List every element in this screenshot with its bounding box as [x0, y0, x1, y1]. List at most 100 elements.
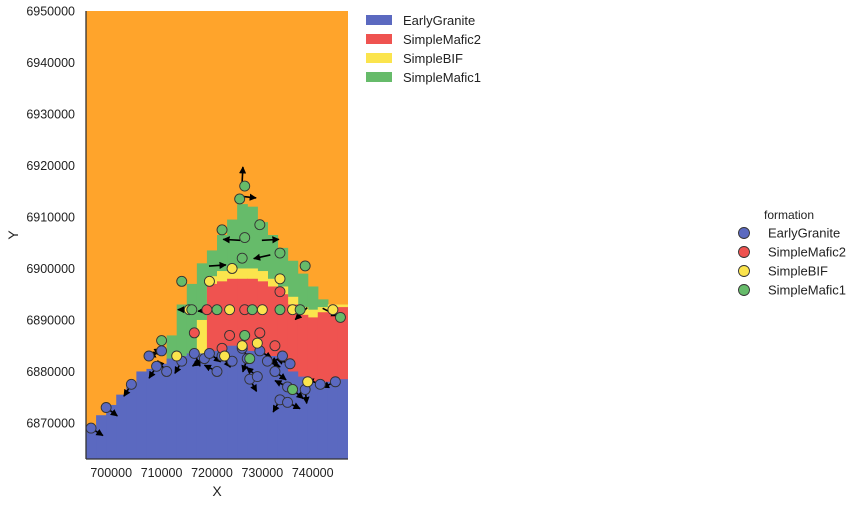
legend-marker-simplemafic1: [738, 284, 750, 296]
x-tick-label: 730000: [241, 466, 283, 480]
surface-point-earlygranite: [86, 422, 97, 434]
y-tick-label: 6900000: [26, 262, 75, 276]
surface-point-simplebif: [224, 304, 236, 316]
layer-cell-earlygranite: [96, 415, 107, 459]
surface-point-simplemafic1: [274, 247, 286, 259]
x-tick-label: 710000: [141, 466, 183, 480]
x-tick-label: 700000: [90, 466, 132, 480]
surface-point-simplemafic1: [236, 252, 248, 264]
surface-point-simplebif: [302, 376, 314, 388]
surface-point-earlygranite: [314, 378, 326, 390]
layer-cell-earlygranite: [217, 348, 228, 459]
legend-patch-simplebif: [366, 53, 392, 63]
surface-point-simplemafic1: [216, 224, 228, 236]
surface-point-earlygranite: [226, 355, 238, 367]
layer-cell-earlygranite: [237, 345, 248, 459]
legend-label: SimpleMafic2: [403, 32, 481, 47]
layer-cell-earlygranite: [206, 350, 218, 459]
surface-point-simplebif: [256, 304, 268, 316]
y-tick-label: 6950000: [26, 5, 75, 19]
surface-point-earlygranite: [251, 371, 263, 383]
surface-point-simplemafic1: [246, 304, 258, 316]
surface-point-simplemafic1: [239, 232, 251, 244]
orientation-arrow: [222, 236, 241, 244]
y-axis-label: Y: [5, 230, 21, 240]
point-legend-title: formation: [764, 208, 814, 222]
y-tick-label: 6890000: [26, 313, 75, 327]
legend-marker-simplemafic2: [738, 246, 750, 258]
orientation-arrow: [261, 236, 280, 244]
surface-points: [86, 180, 346, 434]
orientation-arrow: [208, 261, 227, 269]
surface-point-earlygranite: [156, 345, 168, 357]
layer-cell-earlygranite: [247, 350, 258, 459]
surface-point-earlygranite: [203, 347, 215, 359]
layer-cell-earlygranite: [86, 430, 97, 459]
layer-cell-earlygranite: [146, 368, 158, 459]
orientation-arrow: [238, 166, 247, 184]
surface-point-simplemafic1: [156, 335, 168, 347]
layer-cell-earlygranite: [267, 356, 279, 459]
surface-point-simplebif: [203, 275, 215, 287]
x-tick-label: 720000: [191, 466, 233, 480]
legend-marker-simplebif: [738, 265, 750, 277]
layer-cell-earlygranite: [176, 356, 188, 459]
surface-point-simplebif: [251, 337, 263, 349]
legend-label: SimpleBIF: [403, 51, 463, 66]
layer-cell-earlygranite: [136, 371, 148, 459]
legend-label: EarlyGranite: [403, 13, 475, 28]
legend-label: SimpleMafic1: [768, 283, 846, 298]
point-legend: EarlyGranite SimpleMafic2 SimpleBIF SimpleM…: [738, 226, 846, 298]
surface-point-earlygranite: [211, 366, 223, 377]
surface-point-simplemafic1: [334, 311, 346, 323]
layer-cell-earlygranite: [166, 358, 178, 459]
surface-point-earlygranite: [269, 366, 281, 377]
legend-label: SimpleMafic2: [768, 245, 846, 260]
surface-point-simplemafic1: [186, 304, 198, 316]
surface-point-simplemafic1: [244, 353, 256, 365]
surface-point-simplemafic1: [211, 304, 223, 316]
layer-cell-earlygranite: [116, 394, 127, 459]
layer-cell-earlygranite: [156, 363, 168, 459]
surface-point-simplemafic1: [274, 304, 286, 316]
surface-point-simplebif: [274, 273, 286, 285]
surface-point-simplemafic1: [239, 180, 251, 192]
legend-label: EarlyGranite: [768, 226, 840, 241]
y-tick-labels: 6870000 6880000 6890000 6900000 6910000 69200…: [26, 5, 75, 431]
x-tick-label: 740000: [292, 466, 334, 480]
surface-point-simplemafic1: [287, 384, 299, 395]
layer-cell-earlygranite: [106, 404, 117, 459]
surface-point-simplemafic2: [188, 327, 200, 339]
y-tick-label: 6880000: [26, 365, 75, 379]
legend-label: SimpleMafic1: [403, 70, 481, 85]
surface-point-earlygranite: [277, 350, 288, 362]
surface-point-simplemafic2: [224, 329, 236, 341]
layer-cell-earlygranite: [186, 353, 198, 459]
surface-point-earlygranite: [329, 376, 341, 388]
surface-point-simplemafic1: [294, 304, 306, 316]
layer-cell-earlygranite: [297, 376, 309, 459]
surface-point-simplebif: [171, 350, 183, 362]
surface-point-earlygranite: [284, 358, 296, 370]
surface-point-simplebif: [236, 340, 248, 352]
formation-legend: EarlyGranite SimpleMafic2 SimpleBIF SimpleM…: [366, 13, 481, 85]
surface-point-earlygranite: [161, 366, 173, 377]
layer-cell-earlygranite: [227, 345, 238, 459]
surface-point-simplemafic1: [254, 219, 266, 231]
y-tick-label: 6910000: [26, 210, 75, 224]
surface-point-earlygranite: [143, 350, 155, 362]
legend-marker-earlygranite: [738, 227, 750, 239]
surface-point-simplebif: [226, 263, 238, 274]
layer-cell-earlygranite: [277, 361, 289, 459]
plot-area: [86, 11, 348, 459]
layer-cell-earlygranite: [287, 371, 299, 459]
legend-patch-simplemafic1: [366, 72, 392, 82]
surface-point-earlygranite: [151, 360, 162, 372]
layer-cell-earlygranite: [317, 381, 329, 459]
layer-cell-earlygranite: [257, 353, 268, 459]
surface-point-simplemafic2: [274, 286, 286, 298]
surface-point-simplebif: [219, 350, 231, 362]
surface-point-simplemafic1: [299, 260, 311, 272]
surface-point-earlygranite: [261, 355, 273, 367]
